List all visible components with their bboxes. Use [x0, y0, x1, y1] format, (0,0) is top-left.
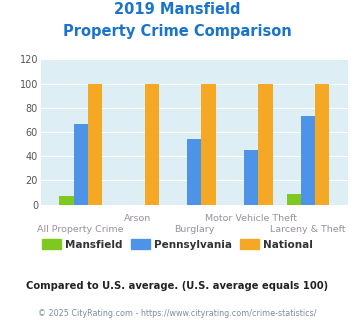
Legend: Mansfield, Pennsylvania, National: Mansfield, Pennsylvania, National	[38, 235, 317, 254]
Bar	[144, 83, 159, 205]
Bar	[73, 123, 88, 205]
Bar	[187, 139, 202, 205]
Text: 2019 Mansfield: 2019 Mansfield	[114, 2, 241, 16]
Text: Compared to U.S. average. (U.S. average equals 100): Compared to U.S. average. (U.S. average …	[26, 281, 329, 291]
Bar	[202, 83, 216, 205]
Text: Motor Vehicle Theft: Motor Vehicle Theft	[205, 214, 297, 223]
Text: © 2025 CityRating.com - https://www.cityrating.com/crime-statistics/: © 2025 CityRating.com - https://www.city…	[38, 309, 317, 317]
Bar	[258, 83, 273, 205]
Bar	[287, 194, 301, 205]
Bar	[301, 116, 315, 205]
Bar	[315, 83, 329, 205]
Bar	[88, 83, 102, 205]
Bar	[244, 150, 258, 205]
Text: Arson: Arson	[124, 214, 151, 223]
Bar	[59, 196, 73, 205]
Text: All Property Crime: All Property Crime	[37, 225, 124, 234]
Text: Property Crime Comparison: Property Crime Comparison	[63, 24, 292, 39]
Text: Larceny & Theft: Larceny & Theft	[270, 225, 346, 234]
Text: Burglary: Burglary	[174, 225, 214, 234]
